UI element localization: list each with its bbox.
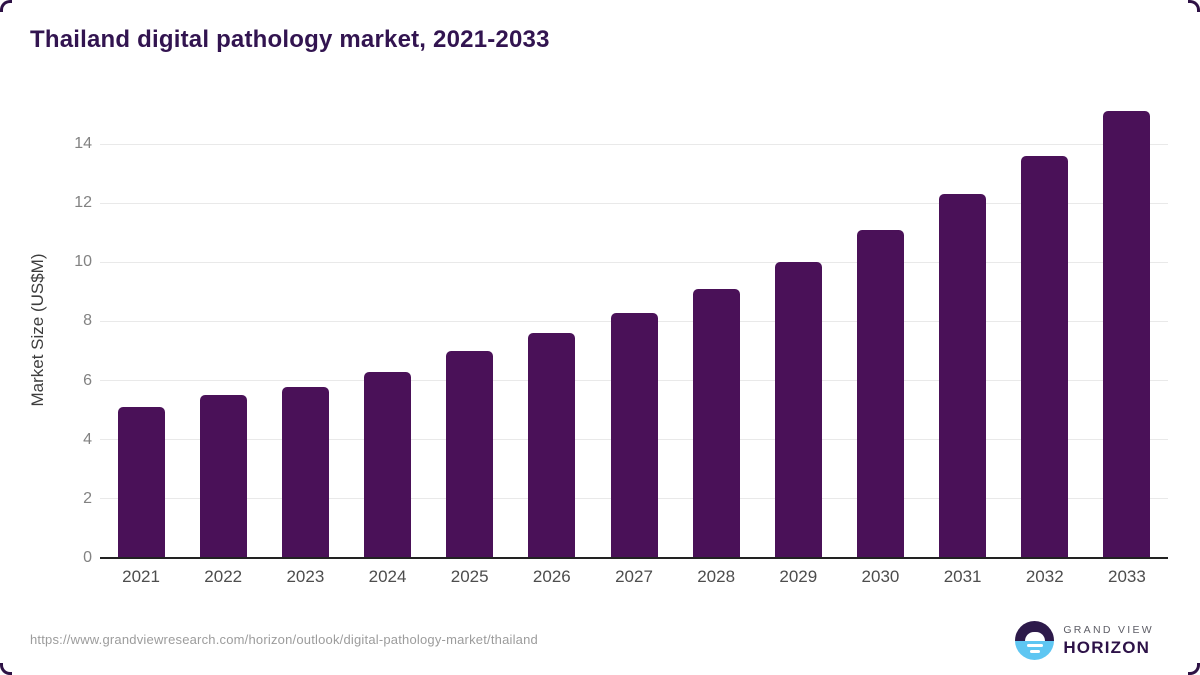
bar-2029	[774, 262, 822, 558]
rounded-corner-bottom-right	[1188, 663, 1200, 675]
x-tick-label-2033: 2033	[1108, 567, 1146, 586]
bar-2024	[364, 371, 412, 558]
y-tick-label-2: 2	[83, 489, 92, 507]
source-url: https://www.grandviewresearch.com/horizo…	[30, 632, 538, 647]
grand-view-horizon-logo: GRAND VIEW HORIZON	[1015, 621, 1154, 660]
y-tick-label-14: 14	[74, 135, 92, 152]
bar-2033	[1103, 111, 1151, 558]
bar-2022	[199, 395, 247, 558]
x-tick-label-2029: 2029	[779, 567, 818, 586]
y-tick-label-4: 4	[83, 430, 92, 448]
gridline-y-10	[100, 261, 1168, 263]
bar-2028	[692, 288, 740, 558]
x-tick-label-2031: 2031	[943, 567, 982, 586]
y-tick-label-12: 12	[74, 194, 92, 212]
bar-2032	[1021, 155, 1069, 558]
bar-2027	[610, 312, 658, 558]
logo-sun-shape	[1024, 632, 1045, 641]
y-tick-label-10: 10	[74, 253, 92, 271]
x-tick-label-2030: 2030	[861, 567, 900, 586]
bar-2025	[446, 351, 494, 558]
logo-reflection-line-2	[1029, 649, 1040, 653]
logo-reflection-line-1	[1026, 644, 1043, 647]
logo-brand-name: GRAND VIEW	[1063, 623, 1154, 636]
bar-2031	[939, 194, 987, 558]
y-tick-label-6: 6	[83, 371, 92, 389]
x-tick-label-2026: 2026	[532, 567, 571, 586]
plot-area	[100, 100, 1168, 558]
bar-2026	[528, 333, 576, 558]
bar-2023	[281, 386, 329, 558]
x-tick-label-2025: 2025	[450, 567, 489, 586]
rounded-corner-bottom-left	[0, 663, 12, 675]
x-tick-label-2024: 2024	[368, 567, 407, 586]
gridline-y-14	[100, 143, 1168, 145]
y-tick-label-8: 8	[83, 312, 92, 330]
rounded-corner-top-right	[1188, 0, 1200, 12]
x-tick-label-2021: 2021	[122, 567, 160, 586]
y-tick-label-0: 0	[83, 549, 92, 566]
logo-text: GRAND VIEW HORIZON	[1063, 624, 1154, 658]
logo-product-name: HORIZON	[1063, 637, 1151, 657]
x-axis-line	[100, 557, 1168, 559]
x-tick-label-2023: 2023	[286, 567, 325, 586]
chart-title: Thailand digital pathology market, 2021-…	[30, 26, 550, 53]
logo-sky-half	[1015, 621, 1055, 641]
x-tick-label-2032: 2032	[1025, 567, 1064, 586]
rounded-corner-top-left	[0, 0, 12, 12]
bar-2021	[117, 407, 165, 558]
x-tick-label-2022: 2022	[204, 567, 243, 586]
bar-2030	[856, 229, 904, 558]
x-tick-label-2028: 2028	[697, 567, 736, 586]
horizon-sun-icon	[1015, 621, 1055, 660]
gridline-y-12	[100, 202, 1168, 204]
x-tick-label-2027: 2027	[615, 567, 653, 586]
